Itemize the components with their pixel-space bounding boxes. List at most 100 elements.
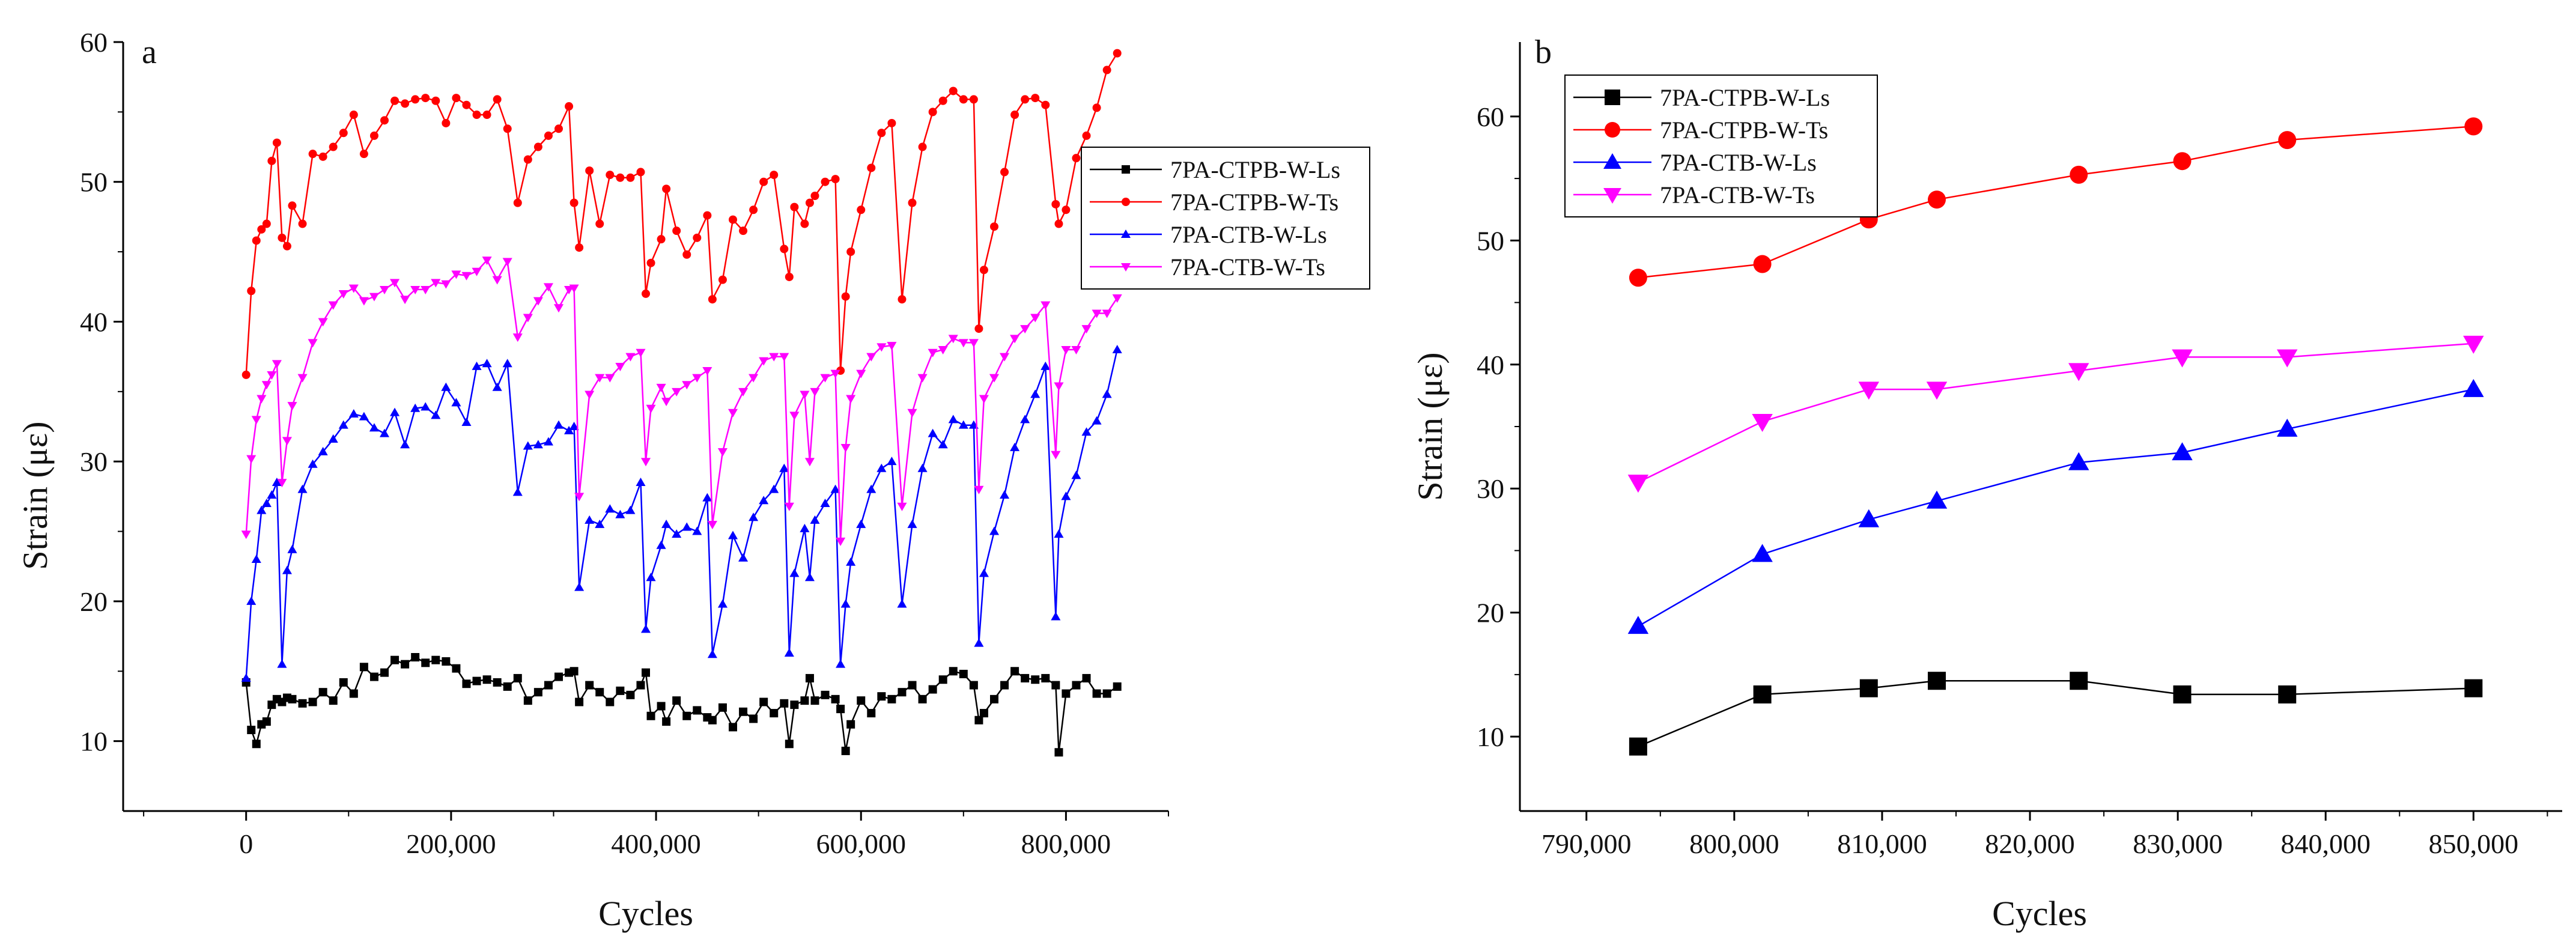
data-point xyxy=(738,387,749,397)
data-point xyxy=(656,383,666,392)
data-point xyxy=(339,678,348,687)
data-point xyxy=(836,659,846,668)
series-1 xyxy=(242,49,1122,379)
data-point xyxy=(318,318,328,327)
data-point xyxy=(1010,111,1019,120)
data-point xyxy=(1112,294,1122,303)
data-point xyxy=(876,463,887,472)
data-point xyxy=(1926,490,1948,509)
data-point xyxy=(979,709,988,718)
data-point xyxy=(575,243,584,252)
data-point xyxy=(866,484,876,493)
data-point xyxy=(242,370,251,379)
data-point xyxy=(804,573,815,582)
data-point xyxy=(441,382,451,391)
data-point xyxy=(261,381,272,390)
data-point xyxy=(2277,349,2298,368)
data-point xyxy=(288,201,297,210)
data-point xyxy=(544,131,553,140)
data-point xyxy=(1031,675,1040,684)
data-point xyxy=(857,696,866,705)
data-point xyxy=(569,421,579,430)
data-point xyxy=(1021,673,1030,682)
data-point xyxy=(297,374,308,383)
data-point xyxy=(1926,381,1948,400)
data-point xyxy=(703,211,712,220)
data-point xyxy=(908,681,917,690)
data-point xyxy=(2172,442,2193,461)
data-point xyxy=(502,359,512,368)
data-point xyxy=(779,463,789,472)
data-point xyxy=(257,395,267,404)
legend-marker xyxy=(1605,122,1620,138)
series-2 xyxy=(1627,378,2484,634)
data-point xyxy=(328,301,338,310)
data-point xyxy=(790,700,799,710)
data-point xyxy=(278,233,287,242)
data-point xyxy=(297,484,308,493)
data-point xyxy=(841,746,850,755)
data-point xyxy=(553,304,564,313)
data-point xyxy=(1092,416,1102,425)
legend-label: 7PA-CTPB-W-Ls xyxy=(1660,84,1830,111)
data-point xyxy=(369,293,379,302)
data-point xyxy=(421,658,430,667)
legend-marker xyxy=(1120,263,1131,272)
data-point xyxy=(974,485,984,494)
data-point xyxy=(625,505,636,514)
data-point xyxy=(846,557,856,566)
data-point xyxy=(707,649,717,658)
data-point xyxy=(261,498,272,507)
data-point xyxy=(262,717,271,726)
data-point xyxy=(2070,165,2088,184)
chart-panel-a: 10 20 30 40 50 60 0 200,000 400,000 600,000 800,00… xyxy=(16,27,1370,933)
data-point xyxy=(948,335,958,344)
data-point xyxy=(451,398,461,407)
data-point xyxy=(958,339,968,348)
series-line xyxy=(1638,126,2474,279)
data-point xyxy=(979,266,988,275)
data-point xyxy=(585,515,595,524)
data-point xyxy=(908,198,917,207)
data-point xyxy=(898,295,907,304)
data-point xyxy=(380,116,389,125)
legend-label: 7PA-CTB-W-Ls xyxy=(1660,149,1817,176)
data-point xyxy=(431,410,441,419)
data-point xyxy=(482,675,491,684)
data-point xyxy=(1054,382,1064,391)
data-point xyxy=(770,709,779,718)
data-point xyxy=(272,138,281,147)
data-point xyxy=(329,696,338,705)
data-point xyxy=(570,198,579,207)
data-point xyxy=(693,706,702,715)
data-point xyxy=(252,236,261,245)
data-point xyxy=(708,295,717,304)
data-point xyxy=(805,673,814,682)
data-point xyxy=(262,219,271,228)
data-point xyxy=(339,129,348,138)
data-point xyxy=(692,374,702,383)
data-point xyxy=(348,409,359,418)
data-point xyxy=(642,289,650,298)
data-point xyxy=(810,515,820,524)
data-point xyxy=(1051,451,1061,460)
data-point xyxy=(380,668,389,677)
series-line xyxy=(1638,679,2474,747)
data-point xyxy=(2173,152,2192,171)
y-axis-title: Strain (με) xyxy=(1411,352,1450,500)
data-point xyxy=(2172,349,2193,368)
x-tick-label: 600,000 xyxy=(816,828,906,859)
data-point xyxy=(431,655,440,664)
data-point xyxy=(1928,672,1946,690)
data-point xyxy=(739,226,748,235)
data-point xyxy=(1102,65,1111,74)
data-point xyxy=(461,417,472,426)
data-point xyxy=(570,667,579,676)
x-axis-title: Cycles xyxy=(598,894,693,933)
data-point xyxy=(482,111,491,120)
data-point xyxy=(452,94,461,103)
data-point xyxy=(840,443,851,452)
data-point xyxy=(938,346,948,355)
data-point xyxy=(513,198,522,207)
